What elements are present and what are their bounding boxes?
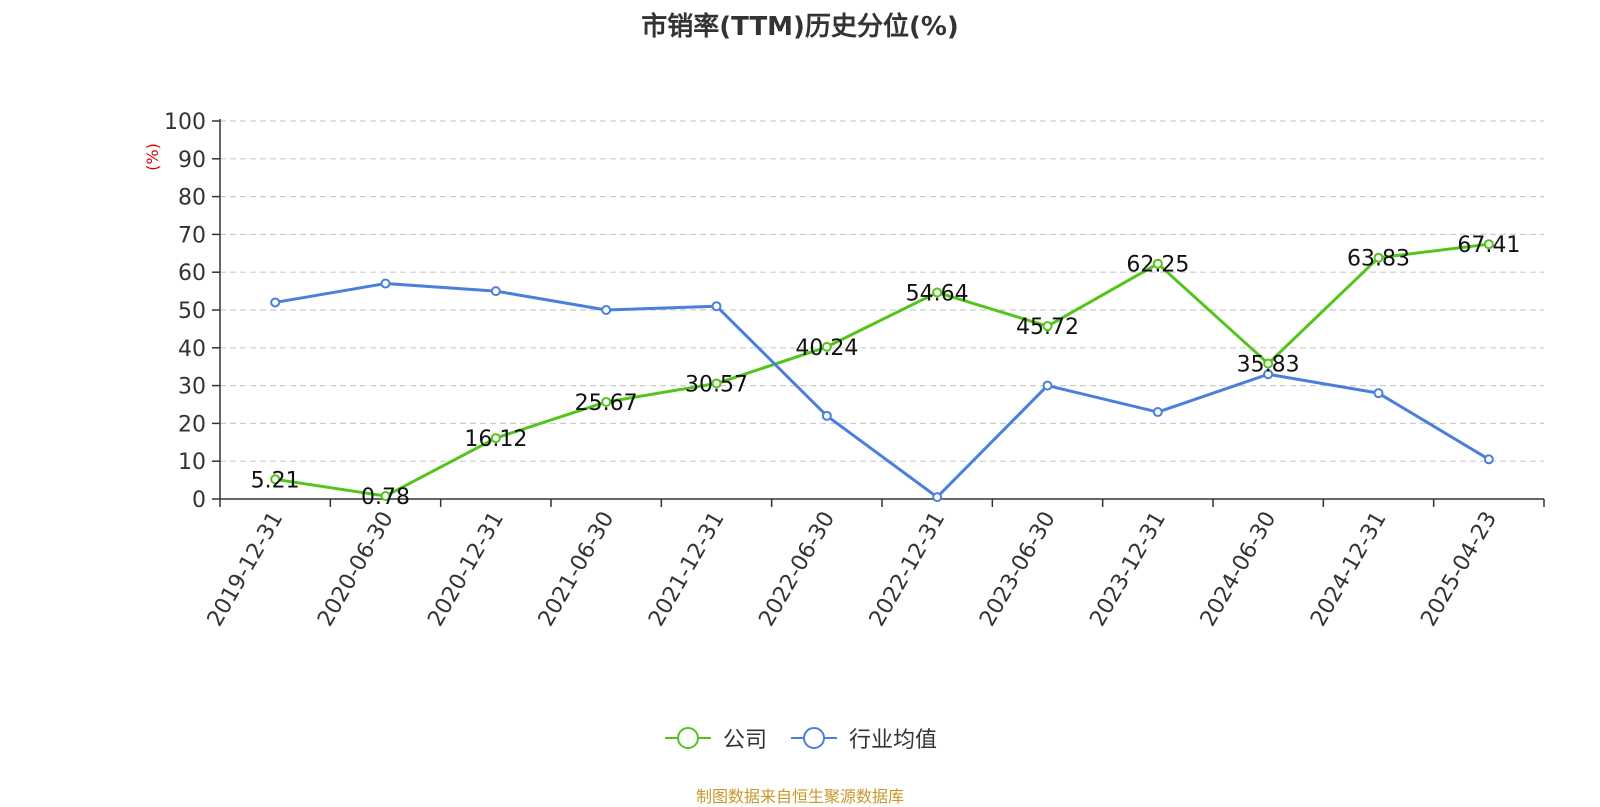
y-tick-label: 70 — [178, 223, 206, 248]
x-tick-label: 2021-06-30 — [534, 508, 620, 631]
data-point-industry-avg — [821, 410, 832, 421]
data-label: 63.83 — [1347, 247, 1410, 272]
x-tick-label: 2019-12-31 — [203, 508, 289, 631]
x-tick-label: 2022-06-30 — [754, 508, 840, 631]
data-point-industry-avg — [1373, 388, 1384, 399]
data-point-company — [601, 396, 612, 407]
y-tick-label: 90 — [178, 148, 206, 173]
data-point-company — [1042, 321, 1053, 332]
y-tick-label: 40 — [178, 337, 206, 362]
y-tick-label: 60 — [178, 261, 206, 286]
axes: 0 10 20 30 40 50 60 70 80 90 100 2019-12-31 2020-06-… — [164, 110, 1545, 631]
data-point-industry-avg — [932, 492, 943, 503]
data-point-industry-avg — [711, 301, 722, 312]
x-tick-label: 2021-12-31 — [644, 508, 730, 631]
data-point-industry-avg — [270, 297, 281, 308]
data-point-industry-avg — [1152, 407, 1163, 418]
series-line-industry-avg — [274, 282, 1490, 499]
data-point-company — [1152, 258, 1163, 269]
y-tick-label: 20 — [178, 412, 206, 437]
data-label: 35.83 — [1237, 353, 1300, 378]
data-point-industry-avg — [1483, 454, 1494, 465]
data-labels: 5.21 0.78 16.12 25.67 30.57 40.24 54.64 45.72 62… — [251, 233, 1521, 510]
data-point-company — [1263, 358, 1274, 369]
legend-item-company[interactable]: 公司 — [663, 722, 767, 754]
data-label: 40.24 — [795, 336, 858, 361]
y-tick-label: 100 — [164, 110, 206, 135]
data-label: 0.78 — [361, 485, 410, 510]
data-point-industry-avg — [380, 278, 391, 289]
data-point-company — [380, 491, 391, 502]
data-point-industry-avg — [601, 305, 612, 315]
data-label: 54.64 — [906, 281, 969, 306]
data-label: 62.25 — [1126, 253, 1189, 278]
x-tick-label: 2025-04-23 — [1416, 508, 1502, 631]
y-tick-label: 50 — [178, 299, 206, 324]
data-point-company — [1373, 252, 1384, 263]
x-tick-label: 2020-06-30 — [313, 508, 399, 631]
data-point-industry-avg — [1042, 380, 1053, 391]
y-tick-label: 30 — [178, 375, 206, 400]
x-tick-label: 2023-06-30 — [975, 508, 1061, 631]
data-point-company — [270, 474, 281, 485]
y-axis-label: (%) — [143, 143, 162, 171]
legend-industry-label: 行业均值 — [849, 728, 938, 753]
data-label: 16.12 — [464, 427, 527, 452]
series-lines — [270, 239, 1494, 503]
legend: 公司 行业均值 — [0, 722, 1600, 754]
legend-company-label: 公司 — [722, 728, 767, 753]
legend-company-marker-icon — [664, 727, 711, 749]
y-tick-label: 0 — [192, 488, 206, 513]
x-tick-label: 2023-12-31 — [1085, 508, 1171, 631]
data-point-industry-avg — [1263, 369, 1274, 380]
data-label: 30.57 — [685, 372, 748, 397]
x-tick-label: 2020-12-31 — [423, 508, 509, 631]
data-point-industry-avg — [490, 286, 501, 297]
data-point-company — [932, 287, 943, 298]
data-label: 5.21 — [251, 468, 300, 493]
x-tick-label: 2024-12-31 — [1306, 508, 1392, 631]
data-point-company — [711, 378, 722, 389]
x-tick-label: 2022-12-31 — [865, 508, 951, 631]
y-tick-label: 80 — [178, 186, 206, 211]
legend-industry-marker-icon — [791, 727, 837, 749]
x-tick-label: 2024-06-30 — [1196, 508, 1282, 631]
series-line-company — [274, 242, 1490, 498]
data-point-company — [821, 341, 832, 352]
grid-lines — [220, 120, 1544, 462]
y-tick-label: 10 — [178, 450, 206, 475]
source-note: 制图数据来自恒生聚源数据库 — [695, 787, 904, 806]
data-point-company — [490, 433, 501, 444]
data-label: 25.67 — [575, 391, 638, 416]
data-label: 45.72 — [1016, 315, 1079, 340]
data-label: 67.41 — [1457, 233, 1520, 258]
chart-title: 市销率(TTM)历史分位(%) — [641, 12, 959, 42]
legend-item-industry-avg[interactable]: 行业均值 — [789, 722, 937, 754]
data-point-company — [1483, 239, 1494, 250]
